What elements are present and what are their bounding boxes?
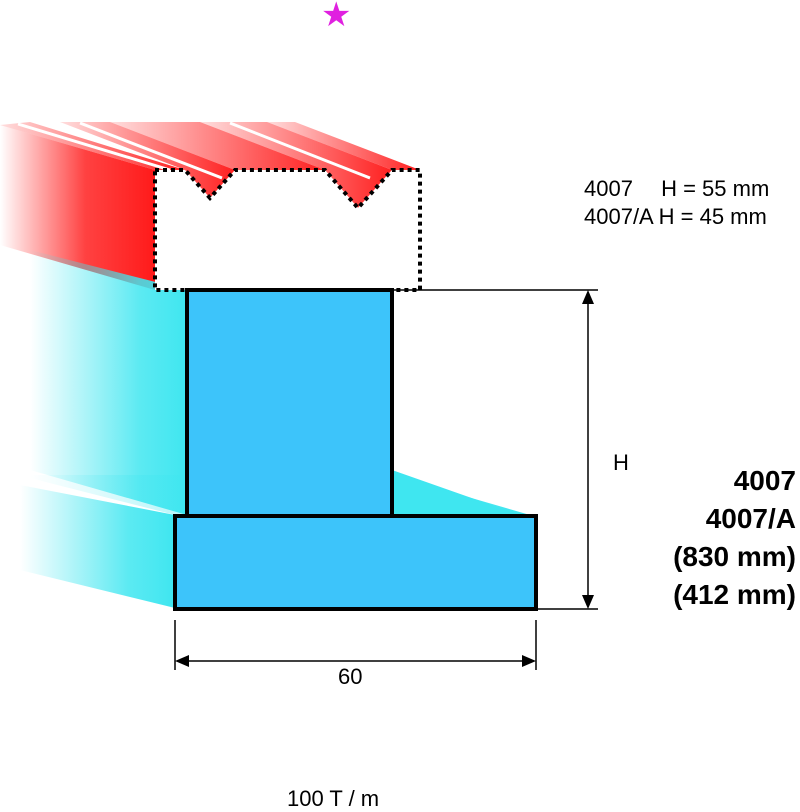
width-dimension — [174, 620, 537, 670]
die-top-face-mid — [110, 122, 325, 170]
die-side-face — [0, 125, 155, 290]
height-arrow-bottom — [582, 595, 594, 609]
width-label: 60 — [338, 664, 363, 689]
model-block: 4007 4007/A (830 mm) (412 mm) — [673, 462, 796, 614]
holder-stem — [185, 288, 394, 519]
die-v-groove-left — [60, 122, 235, 198]
height-label: H — [613, 450, 629, 475]
spec-code: 4007/A — [584, 204, 653, 229]
die-highlight-1 — [17, 122, 171, 172]
die-perspective — [0, 121, 420, 290]
holder-base — [173, 514, 538, 611]
holder-step-face — [392, 470, 520, 515]
holder-perspective — [20, 250, 530, 608]
die-section-outline — [153, 168, 422, 292]
model-height-secondary: (412 mm) — [673, 579, 796, 610]
spec-line-1: 4007 H = 55 mm — [584, 176, 769, 202]
die-highlight-2 — [79, 121, 223, 180]
width-arrow-right — [522, 655, 536, 667]
model-secondary: 4007/A — [705, 503, 796, 534]
die-v-groove-right — [200, 122, 392, 208]
capacity-label: 100 T / m — [287, 786, 380, 811]
spec-value: H = 45 mm — [658, 204, 767, 229]
holder-lower-side — [20, 485, 175, 608]
spec-code: 4007 — [584, 176, 633, 201]
holder-upper-side — [30, 250, 187, 515]
die-top-face-right — [267, 122, 420, 170]
model-height-primary: (830 mm) — [673, 541, 796, 572]
spec-line-2: 4007/A H = 45 mm — [584, 204, 767, 230]
height-dimension — [392, 289, 598, 610]
width-arrow-left — [175, 655, 189, 667]
height-arrow-top — [582, 290, 594, 304]
model-primary: 4007 — [733, 465, 796, 496]
spec-value: H = 55 mm — [661, 176, 770, 201]
die-highlight-3 — [229, 121, 371, 180]
star-icon: ★ — [321, 0, 352, 35]
